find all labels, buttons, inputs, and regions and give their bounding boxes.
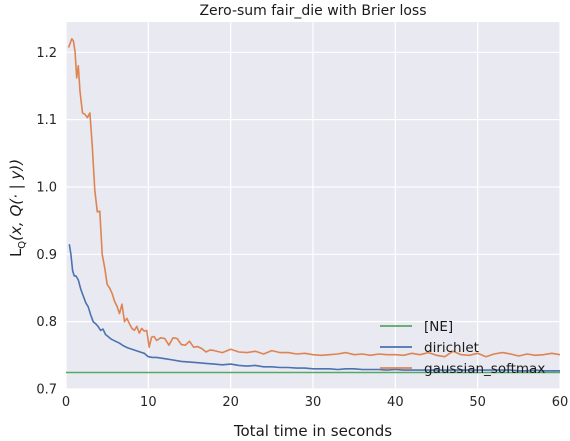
series-group: [66, 37, 561, 374]
y-tick-label: 1.2: [36, 46, 57, 61]
legend-label: dirichlet: [424, 340, 479, 356]
y-axis-label: LQ(x, Q(· | y)): [7, 159, 28, 257]
x-tick-label: 20: [222, 395, 239, 410]
y-axis-label-main: L: [7, 248, 25, 257]
x-tick-labels: 0 10 20 30 40 50 60: [62, 395, 568, 410]
legend-label: gaussian_softmax: [424, 361, 545, 377]
series-line-dirichlet: [68, 244, 560, 372]
y-tick-label: 0.9: [36, 248, 57, 263]
x-tick-label: 0: [62, 395, 70, 410]
x-tick-label: 60: [552, 395, 569, 410]
grid: [65, 22, 561, 390]
x-tick-label: 50: [469, 395, 486, 410]
x-tick-label: 40: [387, 395, 404, 410]
y-axis-label-argument: (x, Q(· | y)): [7, 159, 25, 241]
x-tick-label: 10: [140, 395, 157, 410]
y-tick-labels: 0.7 0.8 0.9 1.0 1.1 1.2: [36, 46, 57, 398]
x-tick-label: 30: [305, 395, 322, 410]
y-axis-label-subscript: Q: [17, 241, 28, 249]
series-line-gaussian-softmax: [67, 37, 561, 358]
y-tick-label: 0.8: [36, 315, 57, 330]
y-tick-label: 1.0: [36, 180, 57, 195]
legend: [NE] dirichlet gaussian_softmax: [380, 319, 545, 377]
legend-label: [NE]: [424, 319, 453, 335]
x-axis-label: Total time in seconds: [233, 422, 392, 440]
y-tick-label: 0.7: [36, 383, 57, 398]
y-tick-label: 1.1: [36, 113, 57, 128]
chart-title: Zero-sum fair_die with Brier loss: [199, 3, 426, 19]
